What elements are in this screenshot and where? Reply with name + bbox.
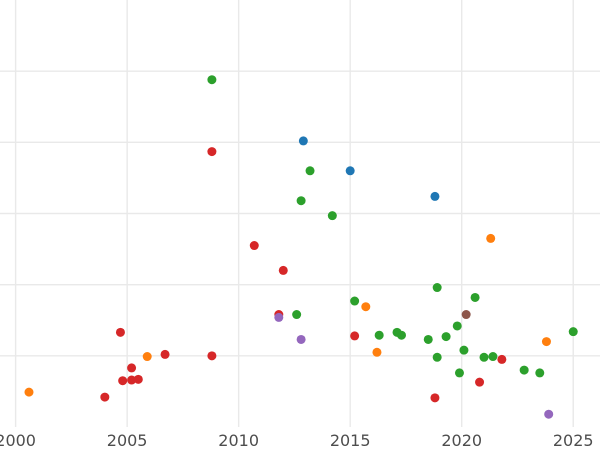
data-point [24,387,34,397]
data-point [497,354,507,364]
x-tick-label: 2025 [553,431,594,450]
data-point [441,332,451,342]
data-point [115,327,125,337]
data-point [479,352,489,362]
data-point [296,196,306,206]
x-tick-label: 2005 [107,431,148,450]
data-point [454,368,464,378]
data-point [274,312,284,322]
data-point [361,302,371,312]
data-point [535,368,545,378]
x-tick-label: 2020 [441,431,482,450]
data-point [160,349,170,359]
data-point [207,75,217,85]
data-point [305,166,315,176]
data-point [372,347,382,357]
data-point [541,337,551,347]
data-point [459,345,469,355]
data-points [24,75,578,419]
data-point [396,330,406,340]
data-point [207,351,217,361]
data-point [475,377,485,387]
data-point [249,241,259,251]
data-point [296,334,306,344]
data-point [350,296,360,306]
data-point [486,233,496,243]
data-point [292,310,302,320]
data-point [432,283,442,293]
data-point [461,310,471,320]
data-point [345,166,355,176]
x-tick-label: 2000 [0,431,36,450]
x-tick-label: 2010 [218,431,259,450]
data-point [127,375,137,385]
chart-grid [0,0,600,427]
data-point [423,334,433,344]
data-point [127,363,137,373]
data-point [519,365,529,375]
data-point [133,374,143,384]
data-point [452,321,462,331]
data-point [142,352,152,362]
data-point [432,352,442,362]
data-point [327,211,337,221]
data-point [278,265,288,275]
data-point [488,352,498,362]
data-point [430,191,440,201]
data-point [374,330,384,340]
data-point [100,392,110,402]
x-axis-tick-labels: 2000 2005 2010 2015 2020 2025 [0,431,594,450]
data-point [350,331,360,341]
data-point [298,136,308,146]
data-point [207,147,217,157]
data-point [118,376,128,386]
data-point [430,393,440,403]
data-point [568,327,578,337]
data-point [470,292,480,302]
x-tick-label: 2015 [330,431,371,450]
data-point [544,409,554,419]
